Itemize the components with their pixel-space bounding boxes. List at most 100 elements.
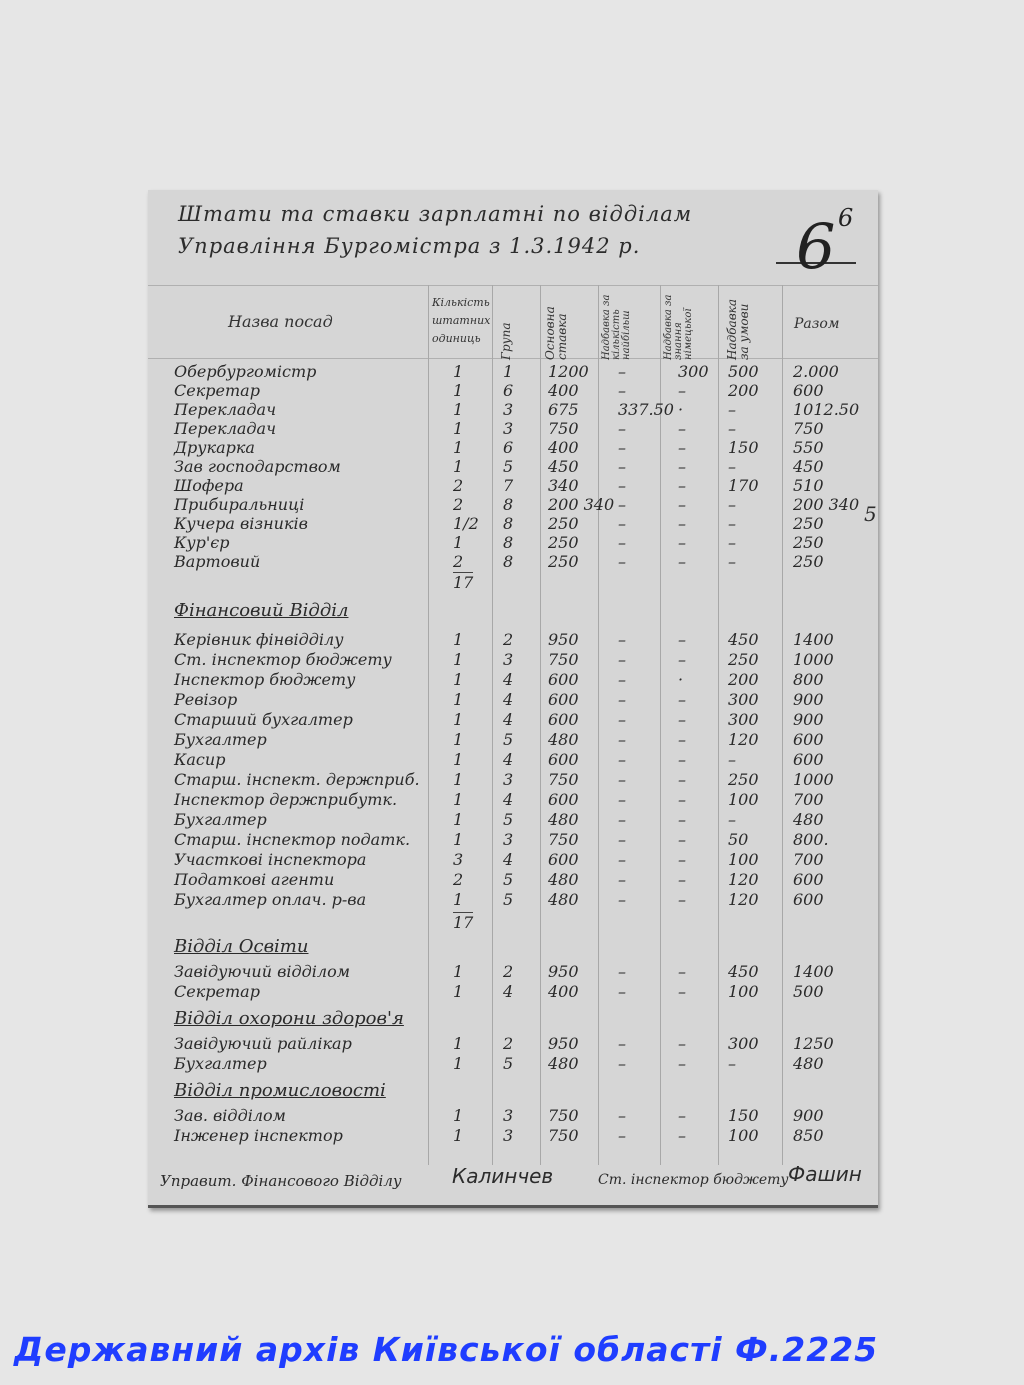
cell-count: 1 bbox=[453, 1106, 464, 1125]
cell-total: 1000 bbox=[793, 650, 834, 669]
cell-position: Ревізор bbox=[174, 690, 238, 709]
cell-bonus-3: – bbox=[728, 552, 736, 571]
cell-group: 8 bbox=[503, 495, 514, 514]
document-title-line2: Управління Бургомістра з 1.3.1942 р. bbox=[178, 234, 641, 258]
cell-bonus-3: 200 bbox=[728, 381, 759, 400]
cell-bonus-3: 450 bbox=[728, 630, 759, 649]
cell-bonus-2: – bbox=[678, 630, 686, 649]
cell-bonus-2: – bbox=[678, 850, 686, 869]
cell-count: 1 bbox=[453, 710, 464, 729]
header-bonus-3: Надбавка за умови bbox=[725, 298, 751, 360]
cell-bonus-1: – bbox=[618, 362, 626, 381]
table-row: Старший бухгалтер 1 4 600 – – 300 900 bbox=[148, 710, 878, 729]
cell-total: 1250 bbox=[793, 1034, 834, 1053]
cell-total: 1400 bbox=[793, 630, 834, 649]
cell-total: 600 bbox=[793, 750, 824, 769]
cell-base-rate: 480 bbox=[548, 870, 579, 889]
cell-bonus-2: – bbox=[678, 457, 686, 476]
cell-bonus-1: – bbox=[618, 770, 626, 789]
cell-count: 1/2 bbox=[453, 514, 479, 533]
cell-bonus-2: – bbox=[678, 962, 686, 981]
cell-base-rate: 250 bbox=[548, 533, 579, 552]
cell-base-rate: 450 bbox=[548, 457, 579, 476]
cell-total: 250 bbox=[793, 552, 824, 571]
cell-base-rate: 750 bbox=[548, 419, 579, 438]
cell-group: 1 bbox=[503, 362, 514, 381]
cell-count: 2 bbox=[453, 870, 464, 889]
cell-base-rate: 480 bbox=[548, 1054, 579, 1073]
cell-count: 3 bbox=[453, 850, 464, 869]
cell-bonus-3: – bbox=[728, 750, 736, 769]
cell-group: 3 bbox=[503, 650, 514, 669]
section-heading: Фінансовий Відділ bbox=[148, 600, 878, 621]
cell-base-rate: 340 bbox=[548, 476, 579, 495]
cell-bonus-2: – bbox=[678, 982, 686, 1001]
header-position-name: Назва посад bbox=[228, 312, 333, 331]
cell-position: Прибиральниці bbox=[174, 495, 305, 514]
cell-bonus-1: – bbox=[618, 1054, 626, 1073]
cell-bonus-3: 120 bbox=[728, 730, 759, 749]
cell-position: Бухгалтер оплач. р-ва bbox=[174, 890, 367, 909]
cell-base-rate: 1200 bbox=[548, 362, 589, 381]
cell-count: 1 bbox=[453, 381, 464, 400]
cell-total: 800 bbox=[793, 670, 824, 689]
cell-bonus-1: – bbox=[618, 890, 626, 909]
column-divider bbox=[428, 285, 429, 1165]
cell-bonus-1: – bbox=[618, 1106, 626, 1125]
column-divider bbox=[782, 285, 783, 1165]
cell-bonus-2: – bbox=[678, 650, 686, 669]
cell-group: 5 bbox=[503, 810, 514, 829]
cell-bonus-3: 300 bbox=[728, 690, 759, 709]
cell-base-rate: 600 bbox=[548, 710, 579, 729]
cell-bonus-2: – bbox=[678, 790, 686, 809]
cell-count: 1 bbox=[453, 419, 464, 438]
cell-base-rate: 675 bbox=[548, 400, 579, 419]
cell-base-rate: 750 bbox=[548, 830, 579, 849]
cell-position: Інженер інспектор bbox=[174, 1126, 343, 1145]
cell-count: 1 bbox=[453, 730, 464, 749]
table-row: Бухгалтер оплач. р-ва 1 5 480 – – 120 600 bbox=[148, 890, 878, 909]
signature-right: Фашин bbox=[788, 1162, 862, 1186]
cell-total: 2.000 bbox=[793, 362, 839, 381]
cell-total: 850 bbox=[793, 1126, 824, 1145]
cell-total: 750 bbox=[793, 419, 824, 438]
cell-position: Секретар bbox=[174, 381, 260, 400]
cell-bonus-1: – bbox=[618, 790, 626, 809]
cell-group: 2 bbox=[503, 1034, 514, 1053]
cell-group: 4 bbox=[503, 710, 514, 729]
cell-bonus-2: – bbox=[678, 495, 686, 514]
cell-group: 5 bbox=[503, 457, 514, 476]
cell-count: 1 bbox=[453, 533, 464, 552]
table-row: Прибиральниці 2 8 200 340– – –200 340 bbox=[148, 495, 878, 514]
cell-total: 510 bbox=[793, 476, 824, 495]
cell-position: Бухгалтер bbox=[174, 810, 267, 829]
footer-left-title: Управит. Фінансового Відділу bbox=[160, 1172, 402, 1190]
cell-bonus-1: – bbox=[618, 630, 626, 649]
cell-bonus-2: – bbox=[678, 690, 686, 709]
cell-base-rate: 750 bbox=[548, 1106, 579, 1125]
column-divider bbox=[492, 285, 493, 1165]
cell-group: 5 bbox=[503, 1054, 514, 1073]
cell-group: 3 bbox=[503, 770, 514, 789]
cell-base-rate: 400 bbox=[548, 381, 579, 400]
cell-bonus-1: – bbox=[618, 650, 626, 669]
section-heading: Відділ Освіти bbox=[148, 936, 878, 957]
cell-bonus-1: – bbox=[618, 850, 626, 869]
table-row: Зав господарством 1 5 450 – – – 450 bbox=[148, 457, 878, 476]
cell-group: 3 bbox=[503, 419, 514, 438]
cell-position: Старш. інспектор податк. bbox=[174, 830, 411, 849]
cell-base-rate: 600 bbox=[548, 690, 579, 709]
cell-group: 2 bbox=[503, 630, 514, 649]
cell-bonus-3: – bbox=[728, 400, 736, 419]
table-row: Бухгалтер 1 5 480 – – – 480 bbox=[148, 810, 878, 829]
cell-bonus-3: – bbox=[728, 514, 736, 533]
cell-count: 2 bbox=[453, 476, 464, 495]
table-row: Участкові інспектора 3 4 600 – – 100 700 bbox=[148, 850, 878, 869]
cell-group: 3 bbox=[503, 830, 514, 849]
cell-bonus-1: – bbox=[618, 1034, 626, 1053]
cell-base-rate: 950 bbox=[548, 962, 579, 981]
column-divider bbox=[718, 285, 719, 1165]
cell-bonus-2: – bbox=[678, 730, 686, 749]
cell-bonus-2: – bbox=[678, 1054, 686, 1073]
cell-count: 1 bbox=[453, 362, 464, 381]
